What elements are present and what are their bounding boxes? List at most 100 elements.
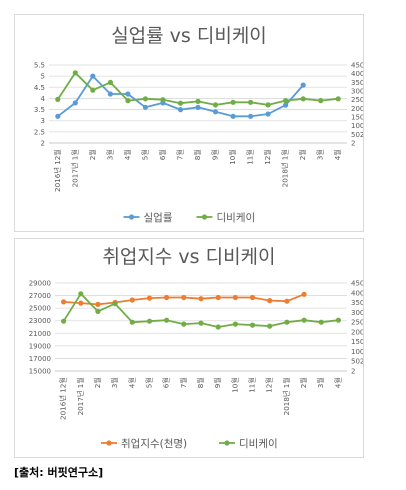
data-point-1 <box>72 100 78 106</box>
legend-label-1: 취업지수(천명) <box>121 437 187 450</box>
x-axis-tick-label: 3월 <box>316 377 325 388</box>
data-point-2 <box>267 323 273 329</box>
data-point-1 <box>129 297 135 303</box>
x-axis-tick-label: 6월 <box>158 149 167 160</box>
data-point-2 <box>265 102 271 108</box>
x-axis-tick-label: 11월 <box>248 377 257 393</box>
x-axis-tick-label: 2017년 1월 <box>76 377 85 415</box>
data-point-1 <box>181 294 187 301</box>
data-point-2 <box>212 102 219 108</box>
data-point-2 <box>160 97 166 103</box>
x-axis-tick-label: 2월 <box>299 377 308 388</box>
data-point-1 <box>267 298 273 304</box>
right-axis-tick-label: 1002 <box>351 348 363 356</box>
data-point-1 <box>78 300 84 306</box>
left-axis-tick-label: 23000 <box>29 317 51 325</box>
data-point-2 <box>95 308 101 314</box>
x-axis-tick-label: 9월 <box>211 149 220 160</box>
x-axis-tick-label: 3월 <box>316 149 325 160</box>
x-axis-tick-label: 8월 <box>193 149 202 160</box>
data-point-2 <box>300 96 306 102</box>
employment-vs-dbk-chart-panel: 취업지수 vs 디비케이 15000 17000 19000 21000 23000 250… <box>14 238 364 458</box>
data-point-2 <box>181 321 187 327</box>
x-axis-tick-label: 4월 <box>127 377 136 388</box>
left-axis-tick-label: 27000 <box>29 292 51 300</box>
data-point-2 <box>61 318 67 324</box>
x-axis-tick-label: 2016년 12월 <box>59 377 68 420</box>
data-point-1 <box>95 301 101 307</box>
x-axis-tick-label: 12월 <box>263 149 272 165</box>
data-point-2 <box>195 98 201 104</box>
data-point-1 <box>164 294 170 301</box>
data-point-1 <box>230 113 236 119</box>
legend-marker-2 <box>201 214 208 220</box>
data-point-2 <box>78 291 84 297</box>
data-point-2 <box>177 100 184 106</box>
data-point-2 <box>112 301 118 307</box>
employment-vs-dbk-chart: 취업지수 vs 디비케이1500017000190002100023000250… <box>29 246 363 450</box>
chart-title: 취업지수 vs 디비케이 <box>102 246 275 268</box>
data-point-2 <box>55 96 61 102</box>
legend-marker-1 <box>128 214 135 220</box>
legend-marker-1 <box>106 440 112 446</box>
left-axis-tick-label: 21000 <box>29 330 51 338</box>
data-point-1 <box>195 104 201 110</box>
data-point-1 <box>107 91 113 97</box>
data-point-1 <box>265 111 271 117</box>
data-point-2 <box>146 318 153 324</box>
x-axis-tick-label: 2018년 1월 <box>282 377 291 415</box>
x-axis-tick-label: 6월 <box>162 377 171 388</box>
data-point-1 <box>232 294 238 301</box>
data-point-1 <box>198 296 204 302</box>
data-point-2 <box>129 319 135 325</box>
x-axis-tick-label: 5월 <box>144 377 153 388</box>
legend-label-1: 실업률 <box>144 211 173 224</box>
x-axis-tick-label: 4월 <box>333 149 342 160</box>
left-axis-tick-label: 15000 <box>29 368 51 376</box>
x-axis-tick-label: 2018년 1월 <box>281 149 290 187</box>
left-axis-tick-label: 2.5 <box>34 128 45 136</box>
x-axis-tick-label: 9월 <box>213 377 222 388</box>
x-axis-tick-label: 2월 <box>93 377 102 388</box>
data-point-1 <box>215 294 221 301</box>
left-axis-tick-label: 2 <box>41 140 45 148</box>
legend-marker-2 <box>224 440 230 446</box>
data-point-2 <box>283 98 289 104</box>
data-point-2 <box>335 317 341 323</box>
data-point-2 <box>232 321 238 327</box>
legend-label-2: 디비케이 <box>217 212 256 224</box>
x-axis-tick-label: 4월 <box>123 149 132 160</box>
data-point-1 <box>283 102 289 108</box>
x-axis-tick-label: 3월 <box>110 377 119 388</box>
data-point-1 <box>142 104 148 110</box>
data-point-2 <box>198 320 204 326</box>
data-point-1 <box>61 299 67 305</box>
data-point-1 <box>284 298 290 304</box>
data-point-2 <box>125 98 131 104</box>
source-note: [출처: 버핏연구소] <box>14 466 104 479</box>
data-point-1 <box>90 73 96 79</box>
data-point-2 <box>164 317 170 323</box>
data-point-2 <box>215 324 221 330</box>
right-axis-tick-label: 4002 <box>351 289 363 297</box>
data-point-1 <box>55 113 61 119</box>
x-axis-tick-label: 2월 <box>88 149 97 160</box>
left-axis-tick-label: 3.5 <box>34 106 45 114</box>
x-axis-tick-label: 7월 <box>175 149 184 160</box>
x-axis-tick-label: 5월 <box>140 149 149 160</box>
data-point-1 <box>177 107 184 113</box>
left-axis-tick-label: 5.5 <box>34 62 45 70</box>
left-axis-tick-label: 4 <box>41 95 46 103</box>
data-point-2 <box>107 79 113 85</box>
left-axis-tick-label: 29000 <box>29 280 51 288</box>
unemployment-vs-dbk-chart: 실업률 vs 디비케이22.533.544.555.52502100215022… <box>34 25 363 224</box>
data-point-2 <box>142 96 148 102</box>
data-point-2 <box>72 70 78 76</box>
legend-label-2: 디비케이 <box>239 438 278 450</box>
